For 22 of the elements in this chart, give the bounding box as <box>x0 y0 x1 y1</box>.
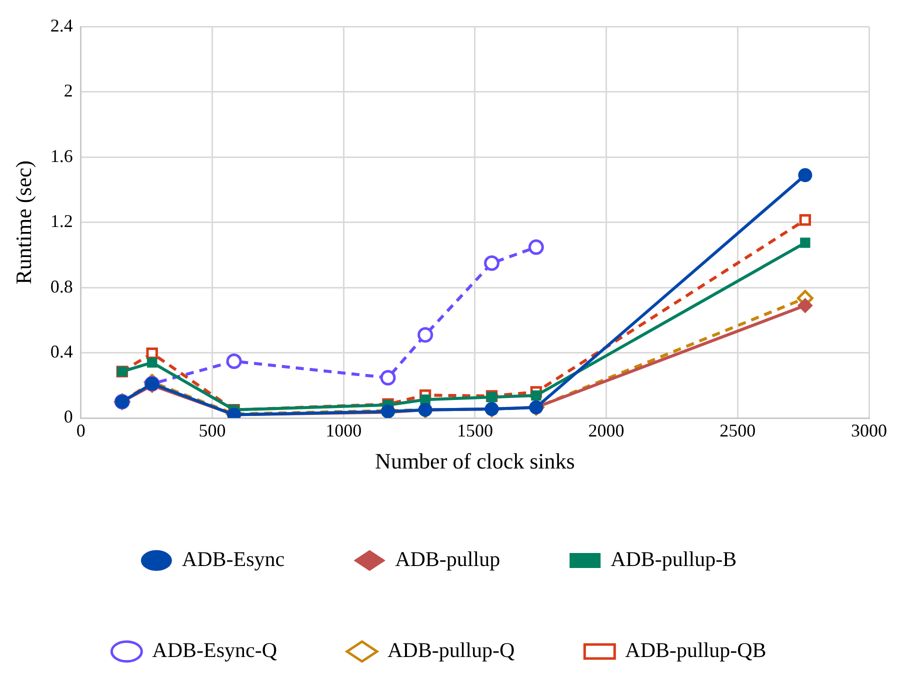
y-tick-label: 1.6 <box>50 146 73 166</box>
x-tick-label: 0 <box>76 420 86 441</box>
y-tick-label: 2.4 <box>50 16 73 36</box>
y-tick-label: 0.4 <box>50 342 73 362</box>
x-tick-label: 1000 <box>326 420 362 441</box>
legend-label: ADB-Esync-Q <box>152 638 277 662</box>
y-axis-title: Runtime (sec) <box>10 160 36 284</box>
legend-label: ADB-pullup-QB <box>625 638 766 662</box>
x-axis-title: Number of clock sinks <box>375 448 575 474</box>
legend-label: ADB-Esync <box>182 547 285 572</box>
x-tick-label: 500 <box>198 420 226 441</box>
x-tick-label: 1500 <box>456 420 493 441</box>
x-tick-label: 2500 <box>720 420 756 441</box>
x-tick-label: 2000 <box>588 420 624 441</box>
legend-label: ADB-pullup-Q <box>387 638 515 662</box>
legend-label: ADB-pullup-B <box>610 547 737 572</box>
y-tick-label: 1.2 <box>50 211 73 232</box>
x-tick-label: 3000 <box>851 420 887 441</box>
y-tick-label: 2 <box>64 80 73 101</box>
y-tick-label: 0.8 <box>50 276 73 296</box>
legend-label: ADB-pullup <box>395 547 500 572</box>
y-tick-label: 0 <box>64 406 73 427</box>
